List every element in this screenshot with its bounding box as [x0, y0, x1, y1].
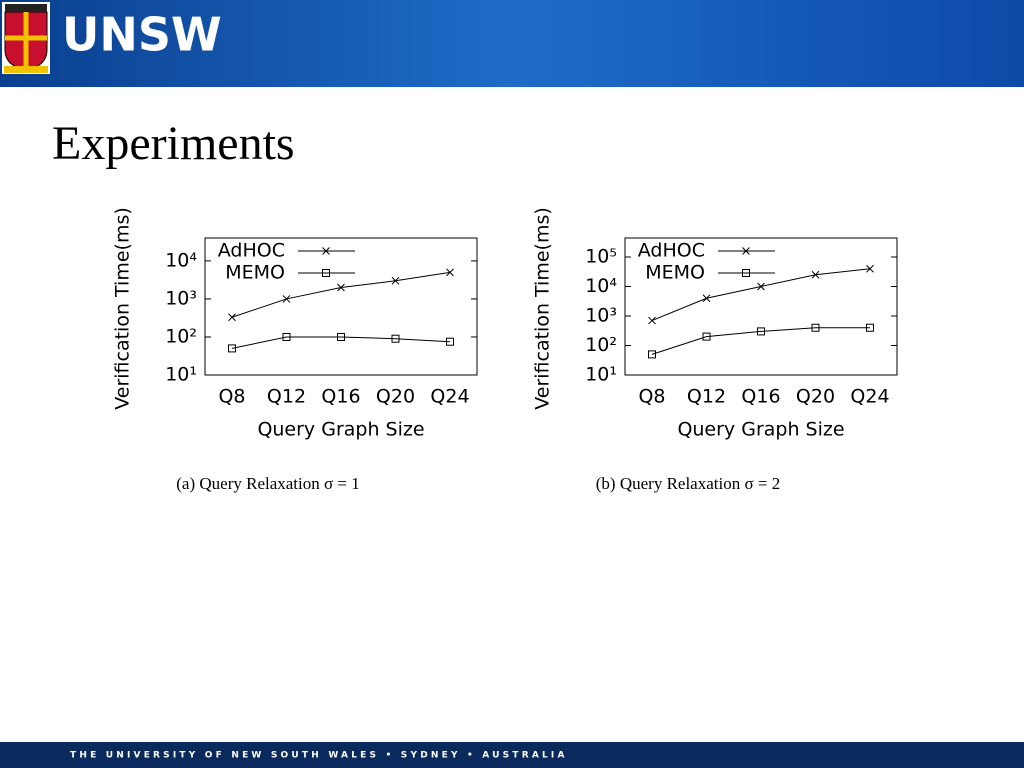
y-tick-label: 10³	[585, 304, 617, 326]
x-tick-label: Q24	[850, 386, 889, 408]
data-point	[228, 344, 236, 353]
y-tick-label: 10²	[165, 325, 197, 347]
x-tick-label: Q20	[796, 386, 835, 408]
x-tick-label: Q20	[376, 386, 415, 408]
x-tick-label: Q16	[741, 386, 780, 408]
plot-frame	[204, 237, 478, 376]
data-point	[702, 294, 711, 303]
data-point	[391, 334, 400, 343]
data-point	[391, 276, 400, 285]
slide-title: Experiments	[52, 117, 295, 170]
data-point	[282, 295, 291, 303]
x-tick-label: Q24	[430, 386, 469, 408]
legend-label: AdHOC	[638, 240, 705, 262]
y-axis-label: Verification Time(ms)	[112, 207, 134, 410]
series-line	[231, 336, 451, 349]
series-line	[651, 327, 870, 355]
footer-bar	[0, 742, 1024, 768]
crest	[2, 2, 50, 74]
footer-text: THE UNIVERSITY OF NEW SOUTH WALES • SYDN…	[70, 751, 568, 761]
y-tick-label: 10⁴	[165, 249, 197, 271]
plot-frame	[624, 237, 898, 376]
data-point	[757, 282, 765, 291]
data-point	[648, 316, 656, 325]
data-point	[811, 323, 820, 332]
caption: (a) Query Relaxation σ = 1	[176, 474, 360, 493]
y-tick-label: 10¹	[165, 364, 197, 386]
legend-label: MEMO	[225, 262, 285, 284]
header-bar	[0, 0, 1024, 87]
x-tick-label: Q12	[267, 386, 306, 408]
y-axis-label: Verification Time(ms)	[532, 207, 554, 410]
x-tick-label: Q16	[321, 386, 360, 408]
x-axis-label: Query Graph Size	[257, 419, 424, 441]
y-tick-label: 10⁵	[585, 245, 617, 267]
data-point	[446, 337, 454, 346]
legend-label: AdHOC	[218, 240, 285, 262]
y-tick-label: 10²	[585, 334, 617, 356]
y-tick-label: 10¹	[585, 364, 617, 386]
data-point	[228, 313, 236, 322]
y-tick-label: 10⁴	[585, 275, 617, 297]
y-tick-label: 10³	[165, 287, 197, 309]
legend-marker	[322, 247, 330, 255]
data-point	[648, 350, 656, 359]
data-point	[702, 332, 711, 341]
data-point	[811, 270, 820, 279]
x-tick-label: Q8	[638, 386, 665, 408]
legend-marker	[742, 269, 750, 277]
data-point	[337, 283, 345, 292]
legend-marker	[322, 269, 330, 277]
x-tick-label: Q12	[687, 386, 726, 408]
data-point	[282, 332, 291, 341]
data-point	[446, 268, 454, 277]
x-axis-label: Query Graph Size	[677, 419, 844, 441]
data-point	[866, 264, 874, 273]
data-point	[866, 323, 874, 332]
data-point	[337, 332, 345, 341]
logo-text: UNSW	[62, 8, 222, 62]
x-tick-label: Q8	[218, 386, 245, 408]
caption: (b) Query Relaxation σ = 2	[596, 474, 780, 493]
legend-label: MEMO	[645, 262, 705, 284]
legend-marker	[742, 247, 750, 255]
data-point	[757, 327, 765, 336]
